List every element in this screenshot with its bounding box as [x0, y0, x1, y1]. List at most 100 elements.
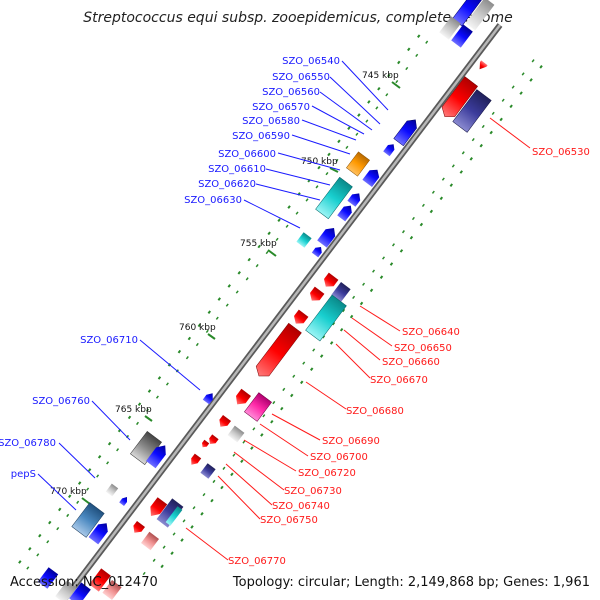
gene-label-szo-06560[interactable]: SZO_06560 — [262, 87, 320, 98]
gene-label-szo-06680[interactable]: SZO_06680 — [346, 406, 404, 417]
tick-dot — [215, 316, 219, 320]
tick-dot — [329, 341, 334, 345]
tick-dot — [481, 124, 485, 129]
tick-dot — [165, 382, 169, 386]
tick-dot — [489, 130, 493, 135]
tick-dot — [96, 474, 100, 478]
tick-dot — [411, 216, 415, 221]
gene-label-szo-06730[interactable]: SZO_06730 — [284, 486, 342, 497]
gene-label-szo-06700[interactable]: SZO_06700 — [310, 452, 368, 463]
tick-dot — [48, 520, 52, 525]
gene-label-szo-06750[interactable]: SZO_06750 — [260, 515, 318, 526]
gene-label-szo-06580[interactable]: SZO_06580 — [242, 116, 300, 127]
reverse-gene-labels — [185, 117, 531, 561]
gene-label-szo-06780[interactable]: SZO_06780 — [0, 438, 56, 449]
gene-label-szo-06710[interactable]: SZO_06710 — [80, 335, 138, 346]
tick-dot — [347, 126, 351, 130]
gene-label-szo-06600[interactable]: SZO_06600 — [218, 149, 276, 160]
tick-dot — [379, 275, 384, 279]
tick-dot — [162, 545, 166, 549]
tick-dot — [230, 472, 234, 477]
tick-dot — [312, 348, 316, 352]
gene-label-szo-06760[interactable]: SZO_06760 — [32, 396, 90, 407]
tick-dot — [287, 205, 291, 209]
tick-dot — [405, 66, 409, 71]
tick-dot — [106, 461, 110, 465]
tick-dot — [387, 73, 391, 78]
tick-dot — [275, 237, 279, 242]
tick-dot — [439, 196, 444, 201]
tick-dot — [262, 414, 266, 418]
gene-label-szo-06630[interactable]: SZO_06630 — [184, 195, 242, 206]
tick-dot — [152, 558, 156, 562]
gene-label-szo-06720[interactable]: SZO_06720 — [298, 468, 356, 479]
tick-dot — [325, 172, 329, 176]
tick-dot — [531, 59, 535, 63]
tick-dot — [247, 257, 251, 262]
kbp-750: 750 kbp — [301, 157, 338, 167]
tick-dot — [389, 262, 394, 266]
tick-dot — [187, 336, 192, 341]
gene-label-szo-06610[interactable]: SZO_06610 — [208, 164, 266, 175]
gene-label-szo-06690[interactable]: SZO_06690 — [322, 436, 380, 447]
tick-dot — [479, 143, 483, 148]
gene-label-szo-06540[interactable]: SZO_06540 — [282, 56, 340, 67]
tick-dot — [417, 34, 421, 38]
gene-label-szo-06740[interactable]: SZO_06740 — [272, 501, 330, 512]
tick-dot — [399, 249, 404, 253]
tick-dot — [202, 492, 206, 497]
tick-dot — [509, 104, 513, 109]
tick-dot — [317, 165, 321, 170]
gene-label-szo-06590[interactable]: SZO_06590 — [232, 131, 290, 142]
tick-dot — [332, 322, 336, 326]
gene-label-szo-06550[interactable]: SZO_06550 — [272, 72, 330, 83]
tick-dot — [280, 406, 284, 411]
tick-dot — [315, 185, 319, 189]
tick-dot — [195, 342, 199, 347]
tick-dot — [397, 60, 401, 65]
gene-label-szo-06660[interactable]: SZO_06660 — [382, 357, 440, 368]
tick-dot — [429, 209, 434, 214]
tick-dot — [471, 138, 475, 142]
tick-dot — [232, 453, 236, 457]
tick-dot — [365, 119, 369, 123]
reverse-label-texts: SZO_06530 SZO_06640 SZO_06650 SZO_06660 … — [228, 147, 590, 567]
gene-label-peps[interactable]: pepS — [11, 469, 36, 480]
gene-label-szo-06670[interactable]: SZO_06670 — [370, 375, 428, 386]
tick-dot — [292, 374, 296, 378]
tick-dot — [539, 65, 543, 69]
tick-dot — [352, 295, 356, 300]
tick-dot — [185, 356, 189, 360]
tick-dot — [461, 151, 465, 155]
tick-dot — [170, 551, 174, 556]
gene-label-szo-06620[interactable]: SZO_06620 — [198, 179, 256, 190]
tick-dot — [217, 297, 221, 301]
gene-label-szo-06570[interactable]: SZO_06570 — [252, 102, 310, 113]
tick-dot — [260, 433, 264, 437]
tick-dot — [519, 91, 523, 95]
tick-dot — [197, 323, 202, 328]
tick-dot — [375, 106, 379, 110]
tick-marks — [18, 34, 543, 576]
forward-gene-glyphs — [37, 0, 484, 600]
gene-label-szo-06770[interactable]: SZO_06770 — [228, 556, 286, 567]
tick-dot — [431, 190, 435, 194]
tick-dot — [157, 376, 162, 380]
tick-dot — [511, 85, 515, 89]
tick-dot — [116, 448, 120, 452]
gene-label-szo-06650[interactable]: SZO_06650 — [394, 343, 452, 354]
tick-dot — [499, 117, 503, 122]
reverse-gene-glyphs — [89, 0, 495, 600]
tick-dot — [342, 308, 346, 313]
tick-dot — [300, 380, 304, 385]
tick-dot — [270, 419, 274, 424]
tick-dot — [382, 256, 386, 260]
gene-label-szo-06530[interactable]: SZO_06530 — [532, 147, 590, 158]
tick-dot — [28, 547, 32, 551]
tick-dot — [372, 269, 376, 273]
tick-dot — [252, 427, 256, 431]
tick-dot — [38, 533, 42, 538]
gene-label-szo-06640[interactable]: SZO_06640 — [402, 327, 460, 338]
tick-dot — [142, 571, 146, 576]
